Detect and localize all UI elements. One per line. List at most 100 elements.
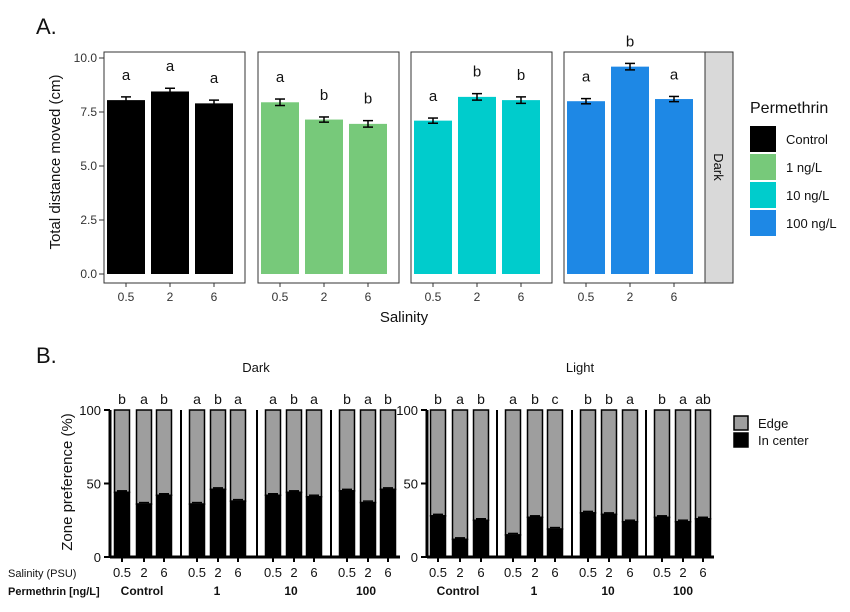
- panel-b-x-tick-label: 2: [214, 565, 221, 580]
- panel-b-edge-bar: [472, 409, 490, 521]
- panel-b-edge-bar: [429, 409, 447, 517]
- legend-label: 100 ng/L: [786, 216, 837, 231]
- panel-b-significance-letter: a: [193, 391, 201, 407]
- panel-b-legend-swatch: [733, 415, 749, 431]
- panel-b-significance-letter: b: [531, 391, 539, 407]
- panel-b-y-tick-label: 0: [94, 550, 101, 565]
- panel-a-bar: [611, 66, 649, 274]
- panel-b-edge-bar: [113, 409, 131, 494]
- panel-b-center-bar: [694, 518, 712, 558]
- panel-b-light-title: Light: [566, 360, 595, 375]
- panel-a-x-tick-label: 2: [321, 290, 328, 304]
- panel-b-group-label: 100: [356, 584, 376, 598]
- panel-a-x-tick-label: 0.5: [118, 290, 135, 304]
- panel-a-x-tick-label: 0.5: [578, 290, 595, 304]
- panel-b-edge-bar: [653, 409, 671, 519]
- panel-a-y-tick-label: 0.0: [80, 267, 97, 281]
- panel-b-significance-letter: b: [434, 391, 442, 407]
- panel-b-significance-letter: a: [456, 391, 464, 407]
- panel-a-x-tick-label: 0.5: [425, 290, 442, 304]
- panel-a-bar: [195, 103, 233, 274]
- panel-a-x-tick-label: 2: [627, 290, 634, 304]
- panel-b-x-tick-label: 6: [626, 565, 633, 580]
- panel-b-x-tick-label: 6: [234, 565, 241, 580]
- panel-b-edge-bar: [526, 409, 544, 519]
- panel-b-edge-bar: [264, 409, 282, 497]
- panel-b-x-tick-label: 2: [290, 565, 297, 580]
- panel-b-edge-bar: [504, 409, 522, 536]
- salinity-row-label: Salinity (PSU): [8, 568, 76, 580]
- panel-b-x-tick-label: 0.5: [653, 565, 671, 580]
- panel-a-significance-letter: a: [670, 66, 679, 83]
- panel-b-significance-letter: b: [605, 391, 613, 407]
- panel-b-x-tick-label: 0.5: [429, 565, 447, 580]
- panel-a-significance-letter: b: [320, 87, 328, 104]
- panel-b-edge-bar: [621, 409, 639, 523]
- panel-a-label: A.: [36, 14, 57, 39]
- panel-b-center-bar: [504, 534, 522, 558]
- panel-b-x-tick-label: 0.5: [264, 565, 282, 580]
- panel-b-edge-bar: [379, 409, 397, 491]
- panel-b-x-tick-label: 6: [477, 565, 484, 580]
- panel-b-significance-letter: a: [269, 391, 277, 407]
- panel-a-x-axis-title: Salinity: [380, 309, 429, 326]
- panel-b-edge-bar: [188, 409, 206, 505]
- panel-a-bar: [349, 123, 387, 274]
- panel-b-x-tick-label: 6: [699, 565, 706, 580]
- legend-label: 1 ng/L: [786, 160, 822, 175]
- panel-a-y-tick-label: 7.5: [80, 105, 97, 119]
- panel-a-bar: [502, 100, 540, 275]
- panel-b-group-label: 10: [284, 584, 298, 598]
- panel-b-center-bar: [579, 512, 597, 558]
- panel-b-center-bar: [546, 528, 564, 558]
- panel-a-significance-letter: a: [122, 67, 131, 84]
- panel-b-significance-letter: a: [679, 391, 687, 407]
- panel-a-bar: [261, 102, 299, 274]
- legend-swatch: [750, 154, 776, 180]
- panel-b-significance-letter: b: [658, 391, 666, 407]
- panel-b-legend-label: In center: [758, 433, 809, 448]
- panel-a-y-tick-label: 2.5: [80, 213, 97, 227]
- panel-b-group-label: 10: [601, 584, 615, 598]
- panel-b-significance-letter: b: [584, 391, 592, 407]
- panel-a-x-tick-label: 6: [518, 290, 525, 304]
- panel-b-center-bar: [305, 495, 323, 558]
- panel-a-significance-letter: a: [210, 70, 219, 87]
- panel-a-significance-letter: a: [276, 69, 285, 86]
- panel-b-x-tick-label: 0.5: [338, 565, 356, 580]
- panel-b-center-bar: [338, 490, 356, 558]
- panel-a-bar: [655, 99, 693, 274]
- panel-a-x-tick-label: 0.5: [272, 290, 289, 304]
- panel-b-legend-label: Edge: [758, 416, 788, 431]
- panel-b-edge-bar: [600, 409, 618, 516]
- panel-a-significance-letter: a: [582, 69, 591, 86]
- panel-b-center-bar: [526, 516, 544, 558]
- panel-b-edge-bar: [229, 409, 247, 502]
- panel-a-legend-title: Permethrin: [750, 100, 828, 117]
- panel-b-x-tick-label: 2: [679, 565, 686, 580]
- panel-b-x-tick-label: 6: [384, 565, 391, 580]
- panel-b-label: B.: [36, 343, 57, 368]
- panel-b-edge-bar: [674, 409, 692, 523]
- panel-b-center-bar: [621, 520, 639, 558]
- panel-a-x-tick-label: 6: [211, 290, 218, 304]
- panel-b-edge-bar: [209, 409, 227, 491]
- panel-b-y-tick-label: 50: [404, 477, 418, 492]
- panel-b-center-bar: [135, 503, 153, 558]
- panel-b-dark-title: Dark: [242, 360, 270, 375]
- panel-b-significance-letter: b: [343, 391, 351, 407]
- panel-a-significance-letter: a: [166, 58, 175, 75]
- panel-b-x-tick-label: 0.5: [113, 565, 131, 580]
- panel-a-significance-letter: a: [429, 88, 438, 105]
- panel-a-significance-letter: b: [517, 67, 525, 84]
- panel-b-significance-letter: a: [509, 391, 517, 407]
- panel-b-center-bar: [379, 488, 397, 558]
- panel-b-x-tick-label: 6: [310, 565, 317, 580]
- panel-b-significance-letter: b: [160, 391, 168, 407]
- panel-b-y-tick-label: 0: [411, 550, 418, 565]
- legend-swatch: [750, 182, 776, 208]
- panel-a-bar: [567, 101, 605, 274]
- panel-a-bar: [305, 119, 343, 274]
- legend-label: 10 ng/L: [786, 188, 829, 203]
